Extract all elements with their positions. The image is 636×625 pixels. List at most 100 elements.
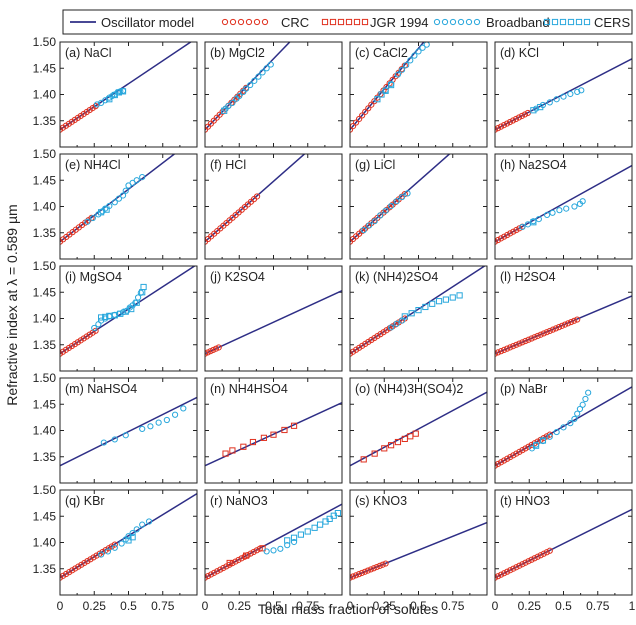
cers-point <box>103 206 110 213</box>
crc-point <box>540 550 547 557</box>
panel-label: (k) (NH4)2SO4 <box>355 270 438 284</box>
panel: (h) Na2SO4 <box>494 153 633 260</box>
panel-frame <box>349 377 488 484</box>
crc-point <box>495 350 499 357</box>
broadband-point <box>419 44 426 51</box>
broadband-point <box>93 101 101 108</box>
crc-point <box>374 332 381 340</box>
panel-plot-area <box>205 401 342 467</box>
cers-point <box>334 510 341 517</box>
broadband-point <box>582 395 589 403</box>
crc-point <box>253 193 261 200</box>
broadband-point <box>229 99 236 107</box>
broadband-point <box>553 96 560 103</box>
jgr-point <box>281 426 288 434</box>
legend-marker <box>353 18 361 26</box>
x-tick-label: 0.75 <box>441 599 465 613</box>
y-tick-label: 1.40 <box>33 536 57 550</box>
crc-point <box>521 111 528 118</box>
panel-label: (g) LiCl <box>355 158 395 172</box>
panel-label: (f) HCl <box>210 158 246 172</box>
broadband-point <box>255 73 262 80</box>
broadband-point <box>155 419 162 426</box>
broadband-point <box>171 411 179 418</box>
crc-point <box>507 230 514 237</box>
legend-marker <box>473 18 481 26</box>
x-tick-label: 0.25 <box>228 599 252 613</box>
panel-label: (j) K2SO4 <box>210 270 265 284</box>
model-line <box>350 154 451 243</box>
crc-point <box>495 126 499 133</box>
x-tick-label: 0.5 <box>265 599 282 613</box>
jgr-point <box>226 559 233 567</box>
crc-point <box>528 441 535 449</box>
broadband-point <box>398 193 406 201</box>
crc-point <box>501 233 508 240</box>
crc-point <box>515 114 523 121</box>
crc-point <box>497 459 505 466</box>
crc-point <box>232 558 239 565</box>
panel-frame <box>204 489 343 596</box>
panel-label: (e) NH4Cl <box>65 158 121 172</box>
broadband-point <box>84 218 91 225</box>
legend-marker <box>551 18 559 26</box>
panel-plot-area <box>350 391 487 467</box>
broadband-point <box>403 62 410 69</box>
cers-point <box>388 81 395 89</box>
y-tick-label: 1.45 <box>33 61 57 75</box>
crc-point <box>235 556 242 564</box>
jgr-point <box>412 430 419 437</box>
legend-frame <box>62 9 633 35</box>
panel-frame <box>204 377 343 484</box>
crc-point <box>365 105 372 112</box>
legend-jgr-swatch <box>321 18 369 26</box>
cers-point <box>429 300 436 307</box>
crc-point <box>72 565 79 572</box>
broadband-point <box>388 202 395 210</box>
panel: (p) NaBr <box>494 377 633 484</box>
crc-point <box>350 350 354 357</box>
cers-point <box>140 283 147 291</box>
crc-point <box>78 561 85 568</box>
crc-point <box>546 431 553 438</box>
panel: (b) MgCl2 <box>204 41 343 148</box>
jgr-point <box>360 456 367 463</box>
broadband-point <box>125 533 132 540</box>
cers-point <box>415 307 422 314</box>
panel-plot-area <box>495 295 632 357</box>
legend-marker <box>221 18 229 26</box>
crc-point <box>105 545 112 552</box>
crc-point <box>504 568 511 575</box>
crc-point <box>516 340 523 347</box>
panel: (d) KCl <box>494 41 633 148</box>
crc-point <box>358 569 365 577</box>
broadband-point <box>133 526 140 533</box>
crc-point <box>507 567 514 574</box>
crc-point <box>356 344 363 351</box>
crc-point <box>507 344 514 351</box>
cers-point <box>435 298 443 305</box>
crc-point <box>497 571 505 578</box>
crc-point <box>531 555 538 562</box>
panel-plot-area <box>60 42 193 133</box>
crc-point <box>371 334 378 342</box>
panel-frame <box>494 489 633 596</box>
panel-plot-area <box>350 154 451 245</box>
cers-point <box>326 515 333 522</box>
broadband-point <box>535 216 542 223</box>
y-tick-label: 1.35 <box>33 114 57 128</box>
broadband-point <box>251 77 258 84</box>
crc-point <box>205 350 209 357</box>
panel-plot-area <box>350 42 430 133</box>
crc-point <box>215 344 222 351</box>
crc-point <box>534 332 541 340</box>
legend-marker <box>345 18 353 26</box>
broadband-point <box>393 320 400 327</box>
panel-frame <box>59 265 198 372</box>
legend-marker <box>457 18 465 26</box>
crc-point <box>207 571 215 578</box>
crc-point <box>543 549 550 556</box>
broadband-point <box>222 105 229 112</box>
panel-plot-area <box>60 396 197 467</box>
panel: (k) (NH4)2SO4 <box>349 265 488 372</box>
